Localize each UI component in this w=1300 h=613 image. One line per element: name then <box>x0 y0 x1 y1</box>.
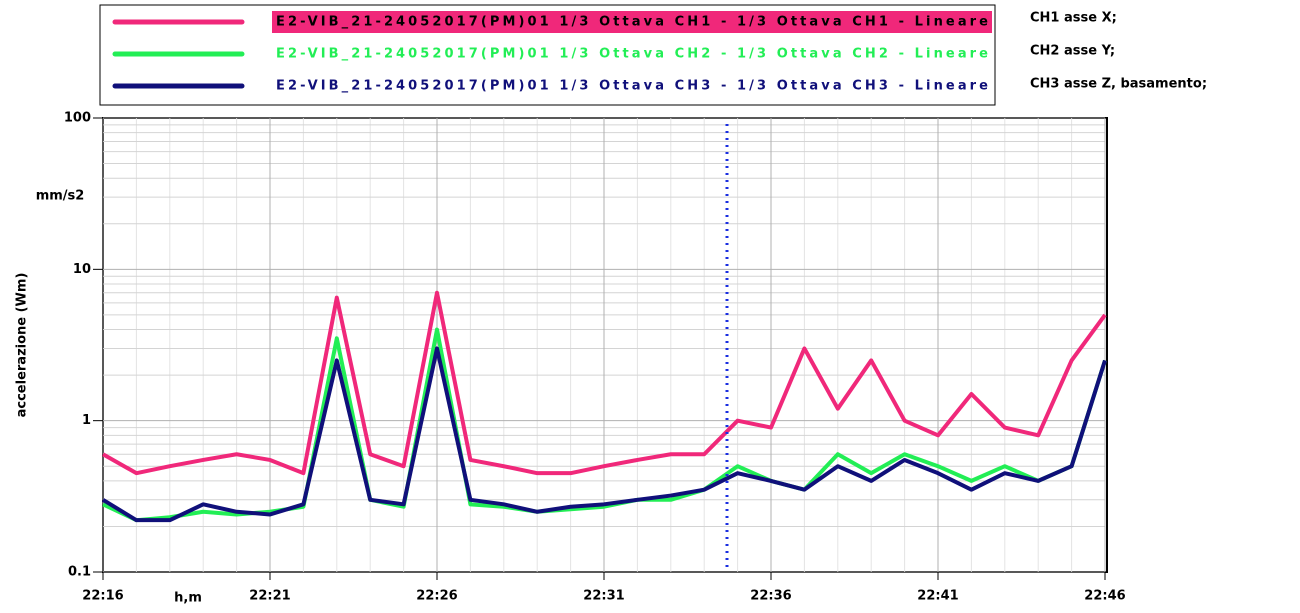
x-tick-label: 22:21 <box>249 589 290 604</box>
x-axis-label: h,m <box>174 591 202 606</box>
legend-highlight <box>272 11 992 33</box>
x-tick-label: 22:46 <box>1084 589 1125 604</box>
x-tick-label: 22:36 <box>750 589 791 604</box>
y-tick-label: 0.1 <box>68 565 91 580</box>
y-unit: mm/s2 <box>36 189 85 204</box>
annotation: CH2 asse Y; <box>1030 44 1115 59</box>
y-tick-label: 10 <box>73 262 91 277</box>
series-line <box>102 327 1107 523</box>
series-line <box>101 346 1107 523</box>
x-tick-label: 22:31 <box>583 589 624 604</box>
x-tick-label: 22:26 <box>416 589 457 604</box>
y-axis-label: accelerazione (Wm) <box>15 273 30 418</box>
annotation: CH1 asse X; <box>1030 11 1117 26</box>
x-tick-label: 22:41 <box>917 589 958 604</box>
y-tick-label: 100 <box>64 111 91 126</box>
series-line <box>102 290 1107 476</box>
annotation: CH3 asse Z, basamento; <box>1030 77 1207 92</box>
x-tick-label: 22:16 <box>82 589 123 604</box>
y-tick-label: 1 <box>82 413 91 428</box>
